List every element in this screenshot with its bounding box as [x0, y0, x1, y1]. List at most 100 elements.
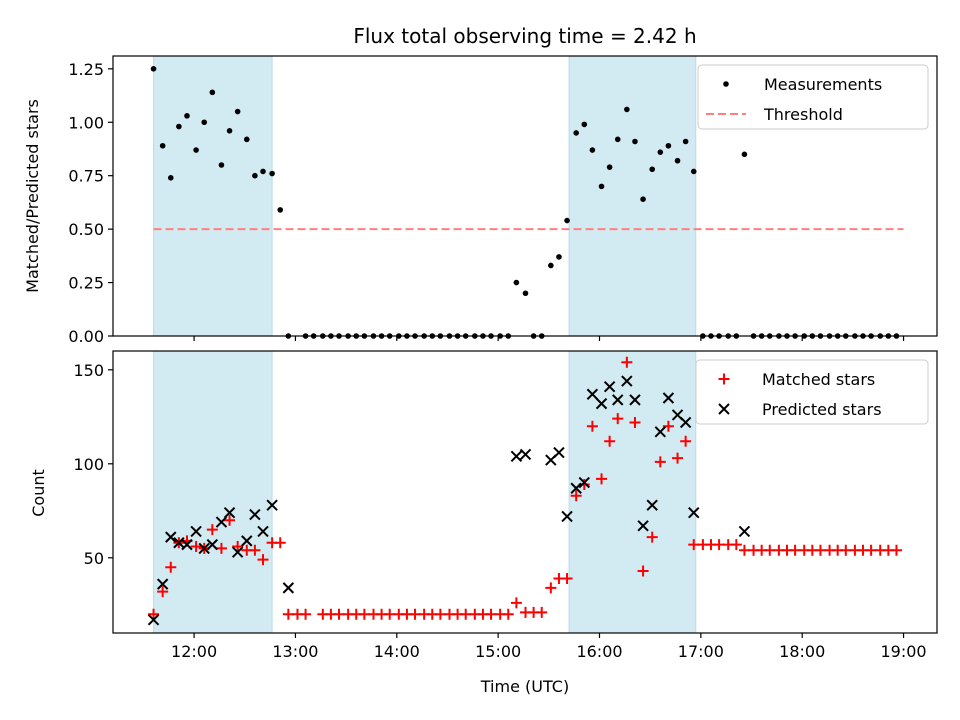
predicted-stars-point [637, 520, 649, 532]
predicted-stars-point [621, 375, 633, 387]
matched-stars-point [604, 435, 616, 447]
matched-stars-point [300, 608, 312, 620]
measurement-point [201, 119, 208, 126]
predicted-stars-point [654, 426, 667, 438]
measurement-point [193, 147, 199, 153]
measurement-point [665, 142, 672, 149]
measurement-point [243, 136, 250, 143]
legend: Measurements Threshold [697, 64, 929, 130]
matched-stars-point [148, 608, 160, 620]
matched-stars-point [274, 537, 286, 549]
matched-stars-point [215, 542, 227, 554]
measurement-point [150, 66, 157, 72]
y-tick-label: 150 [73, 361, 104, 380]
legend-swatch-predicted [718, 403, 730, 415]
observing-window-shade [568, 55, 697, 337]
measurement-point [176, 123, 182, 130]
predicted-stars-point [257, 525, 269, 538]
observing-window-shade [153, 350, 273, 634]
matched-stars-point [249, 544, 261, 556]
matched-stars-point [545, 582, 557, 594]
matched-stars-point [224, 514, 236, 526]
axes-frame [112, 55, 938, 337]
legend: Matched stars Predicted stars [695, 359, 929, 425]
matched-stars-point [157, 586, 169, 598]
measurement-point [589, 147, 596, 153]
matched-stars-point [596, 473, 608, 485]
matched-stars-point [637, 565, 649, 577]
measurement-point [606, 164, 613, 170]
legend-label: Predicted stars [762, 400, 882, 419]
predicted-stars-point [570, 482, 582, 494]
y-tick-label: 0.25 [68, 274, 104, 293]
matched-stars-point [654, 456, 666, 468]
matched-stars-point [890, 544, 902, 556]
measurement-point [226, 128, 233, 134]
matched-stars-point [570, 490, 582, 502]
measurement-point [556, 254, 562, 260]
predicted-stars-point [646, 499, 658, 511]
chart-title: Flux total observing time = 2.42 h [353, 24, 696, 48]
matched-stars-point [629, 416, 641, 428]
measurement-point [682, 138, 689, 145]
matched-stars-point [165, 561, 177, 573]
x-tick-label: 19:00 [880, 642, 926, 661]
observing-window-shade [568, 350, 697, 634]
matched-stars-point [561, 572, 573, 584]
predicted-stars-point [206, 538, 219, 551]
predicted-stars-point [510, 450, 523, 462]
predicted-stars-point [215, 516, 228, 528]
measurement-point [624, 106, 630, 113]
predicted-stars-point [519, 448, 532, 461]
predicted-stars-point [282, 582, 295, 594]
legend-label: Measurements [764, 75, 882, 94]
predicted-stars-point [679, 416, 692, 429]
matched-stars-point [232, 541, 244, 553]
legend-label: Threshold [763, 105, 843, 124]
measurement-point [614, 136, 621, 143]
legend-box [695, 359, 929, 425]
predicted-stars-point [662, 392, 675, 404]
measurement-point [159, 142, 166, 149]
x-tick-label: 18:00 [779, 642, 825, 661]
predicted-stars-point [586, 388, 599, 400]
matched-stars-point [536, 606, 548, 618]
predicted-stars-point [561, 510, 573, 523]
x-tick-label: 17:00 [678, 642, 724, 661]
measurement-point [260, 168, 266, 175]
predicted-stars-point [223, 506, 236, 519]
matched-stars-point [586, 420, 598, 432]
predicted-stars-point [231, 546, 244, 558]
measurement-point [564, 217, 570, 224]
predicted-stars-point [147, 614, 160, 626]
measurement-point [167, 175, 174, 181]
measurement-point [277, 207, 284, 213]
predicted-stars-point [738, 525, 751, 538]
matched-stars-point [646, 531, 658, 543]
y-tick-label: 1.00 [68, 113, 104, 132]
measurement-point [513, 279, 520, 286]
x-tick-label: 15:00 [475, 642, 521, 661]
matched-stars-point [612, 413, 624, 425]
matched-stars-point [662, 420, 674, 432]
x-tick-label: 16:00 [576, 642, 622, 661]
predicted-stars-point [181, 538, 193, 551]
measurement-point [218, 162, 225, 168]
matched-stars-point [680, 435, 692, 447]
x-tick-label: 13:00 [272, 642, 318, 661]
legend-box [697, 64, 929, 130]
matched-stars-point [190, 541, 202, 553]
measurement-point [522, 290, 529, 297]
predicted-stars-point [198, 542, 210, 555]
measurement-point [209, 89, 216, 96]
measurement-point [674, 157, 681, 164]
predicted-stars-point [165, 531, 177, 543]
predicted-stars-point [241, 535, 253, 547]
measurement-point [548, 262, 554, 269]
x-tick-label: 14:00 [374, 642, 420, 661]
axes-frame [112, 350, 938, 634]
top-panel-ratio: 0.00 0.25 0.50 0.75 1.00 1.25 Measurements Thre… [68, 55, 938, 346]
y-tick-label: 100 [73, 455, 104, 474]
y-tick-label: 1.25 [68, 60, 104, 79]
